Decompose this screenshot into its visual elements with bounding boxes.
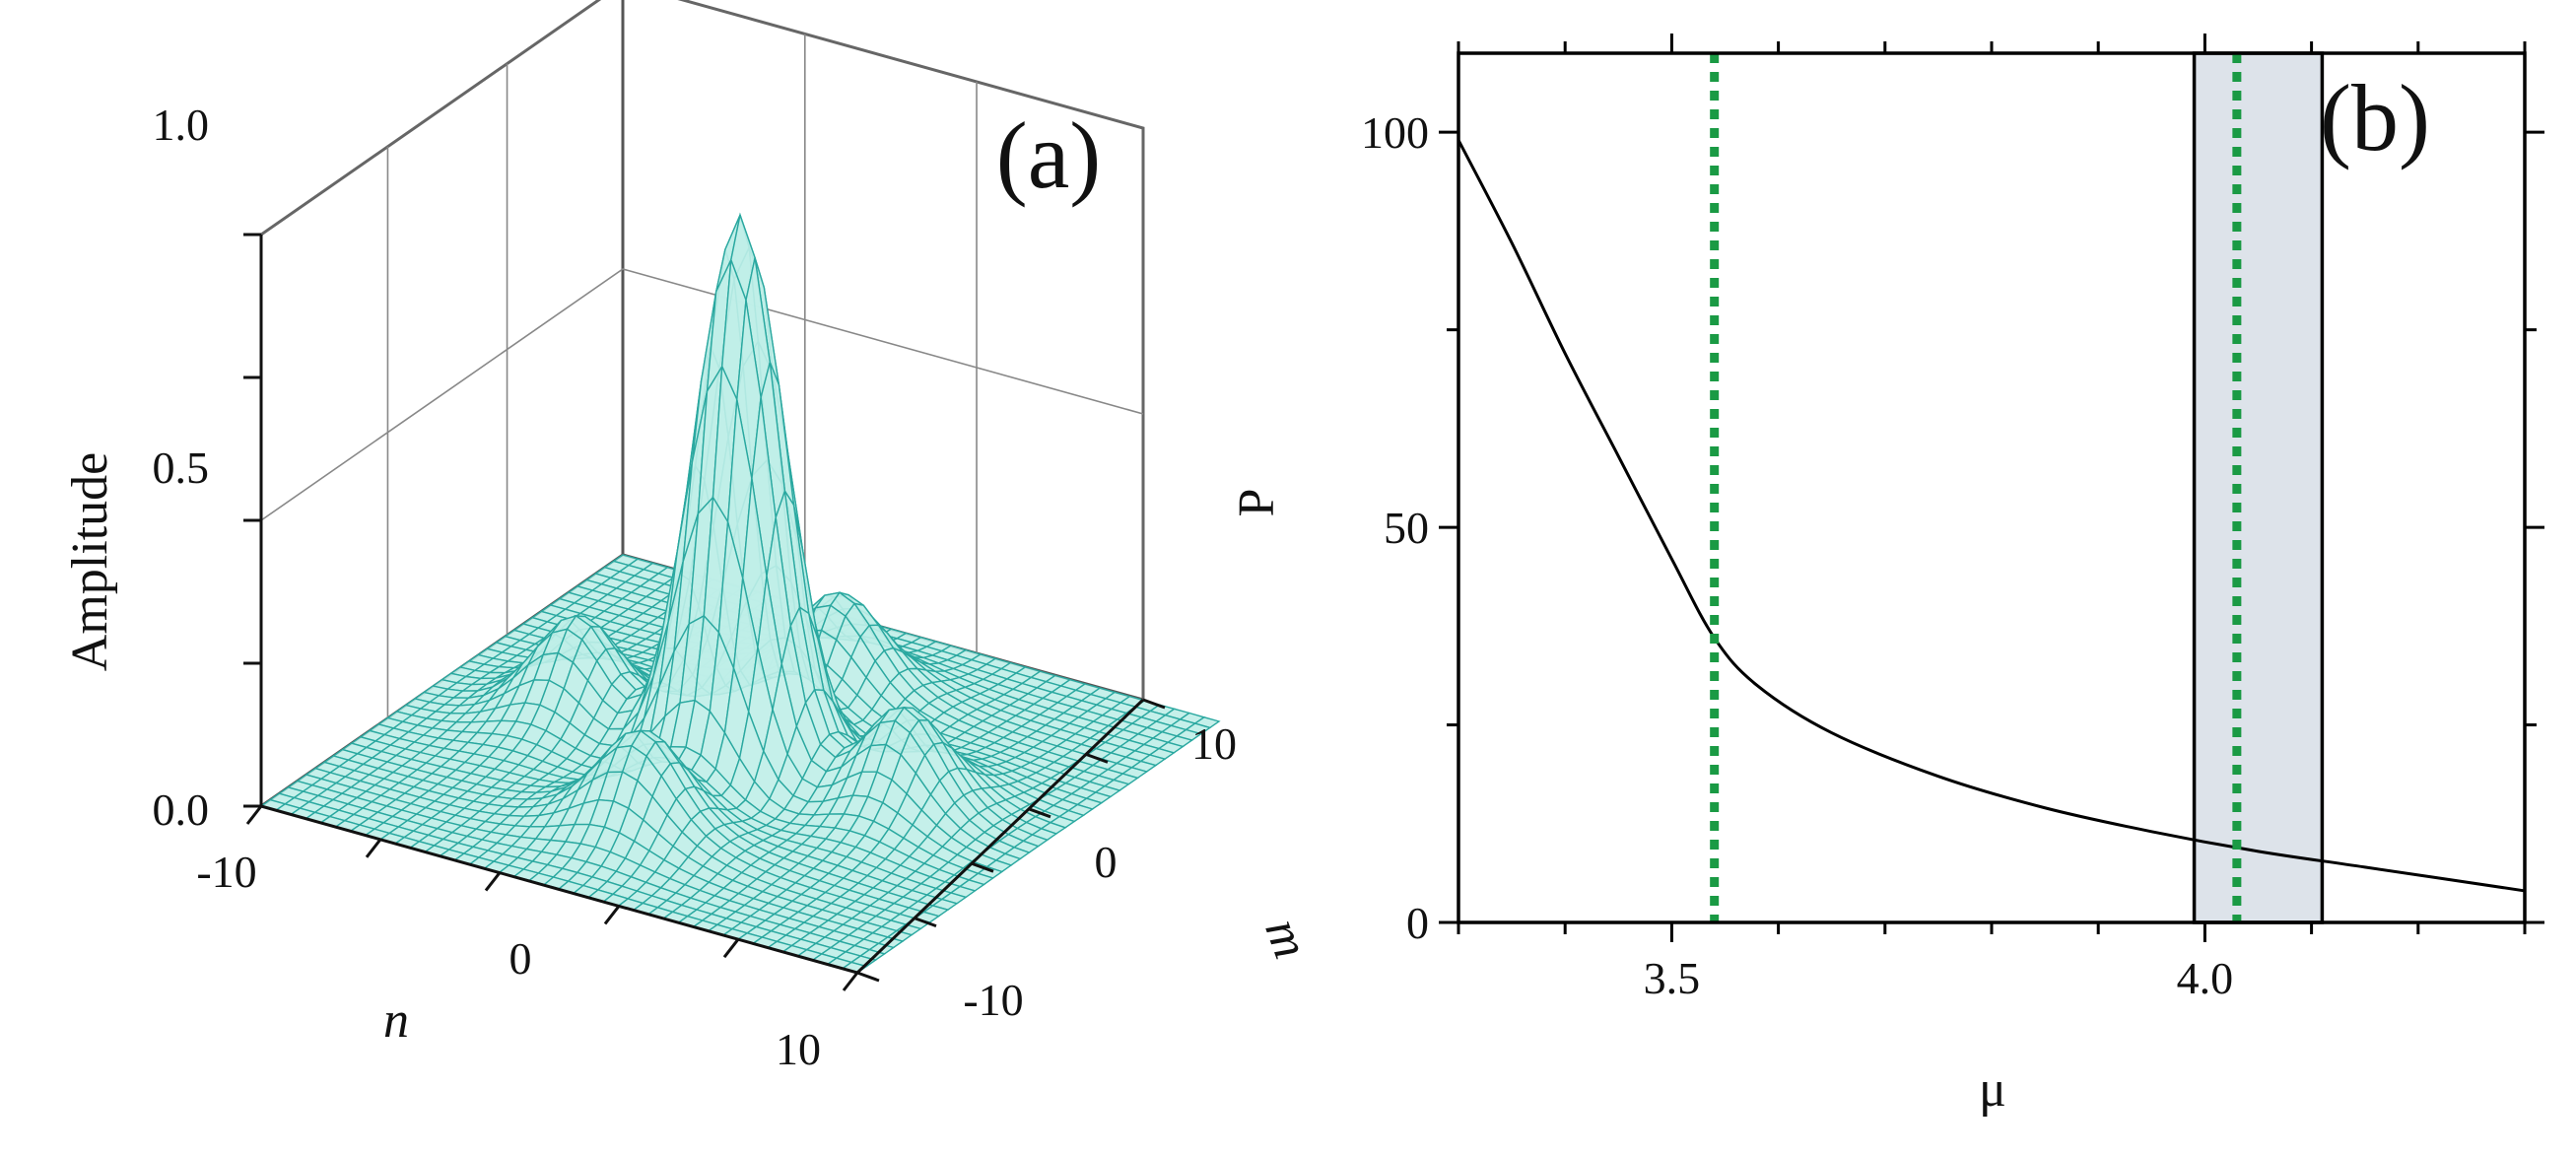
x-tick bbox=[722, 938, 740, 959]
panel-a-wall-grid bbox=[260, 34, 1144, 718]
vertical-marker-lines bbox=[1710, 53, 2242, 922]
x-tick bbox=[842, 972, 859, 991]
panel-a-axes bbox=[243, 233, 1166, 991]
x-axis-title: n bbox=[383, 992, 409, 1049]
x-tick-label: 10 bbox=[776, 1024, 821, 1074]
y-tick-label: 10 bbox=[1191, 718, 1237, 769]
y-tick bbox=[1142, 698, 1166, 710]
x-tick-label: 3.5 bbox=[1644, 953, 1701, 1003]
shaded-region bbox=[2192, 51, 2325, 924]
x-tick bbox=[245, 805, 263, 825]
z-tick-label: 0.5 bbox=[153, 442, 210, 493]
y-tick-label: -10 bbox=[963, 975, 1023, 1025]
x-tick-labels: 3.5 4.0 bbox=[1644, 953, 2233, 1003]
series-curves bbox=[1457, 139, 2526, 893]
x-tick bbox=[603, 905, 621, 925]
panel-b-line-plot: 3.5 4.0 0 50 100 μ P (b) bbox=[1229, 34, 2544, 1118]
x-tick-label: -10 bbox=[196, 847, 256, 897]
y-axis-line bbox=[855, 698, 1145, 975]
x-tick bbox=[484, 871, 502, 892]
z-tick-label: 0.0 bbox=[153, 784, 210, 835]
z-tick-label: 1.0 bbox=[153, 100, 210, 150]
y-axis-title: P bbox=[1229, 489, 1285, 517]
z-axis-title: Amplitude bbox=[62, 452, 118, 671]
x-tick bbox=[365, 838, 382, 858]
y-tick-label: 100 bbox=[1361, 107, 1429, 158]
x-tick-label: 4.0 bbox=[2177, 953, 2234, 1003]
axis-ticks bbox=[1439, 34, 2544, 942]
x-axis-title: μ bbox=[1979, 1061, 2006, 1118]
panel-label-b: (b) bbox=[2320, 65, 2430, 170]
y-tick-labels: 0 50 100 bbox=[1361, 107, 1429, 948]
x-tick-label: 0 bbox=[509, 933, 532, 984]
y-tick bbox=[1028, 807, 1051, 819]
panel-a-surface-plot: 0.0 0.5 1.0 Amplitude -10 0 10 n -10 0 1… bbox=[62, 0, 1320, 1074]
panel-a-surface-mesh bbox=[259, 212, 1221, 974]
y-tick bbox=[1085, 752, 1109, 764]
y-tick-label: 0 bbox=[1406, 898, 1429, 948]
y-tick bbox=[856, 971, 880, 983]
y-tick-label: 0 bbox=[1095, 837, 1118, 887]
y-tick-label: 50 bbox=[1384, 503, 1429, 553]
wall-gridline bbox=[260, 268, 1144, 521]
panel-label-a: (a) bbox=[996, 102, 1102, 208]
y-tick bbox=[971, 861, 994, 873]
series-line bbox=[1457, 139, 2526, 893]
y-axis-title: m bbox=[1254, 912, 1319, 966]
x-axis-line bbox=[260, 804, 858, 975]
y-tick bbox=[914, 917, 937, 928]
